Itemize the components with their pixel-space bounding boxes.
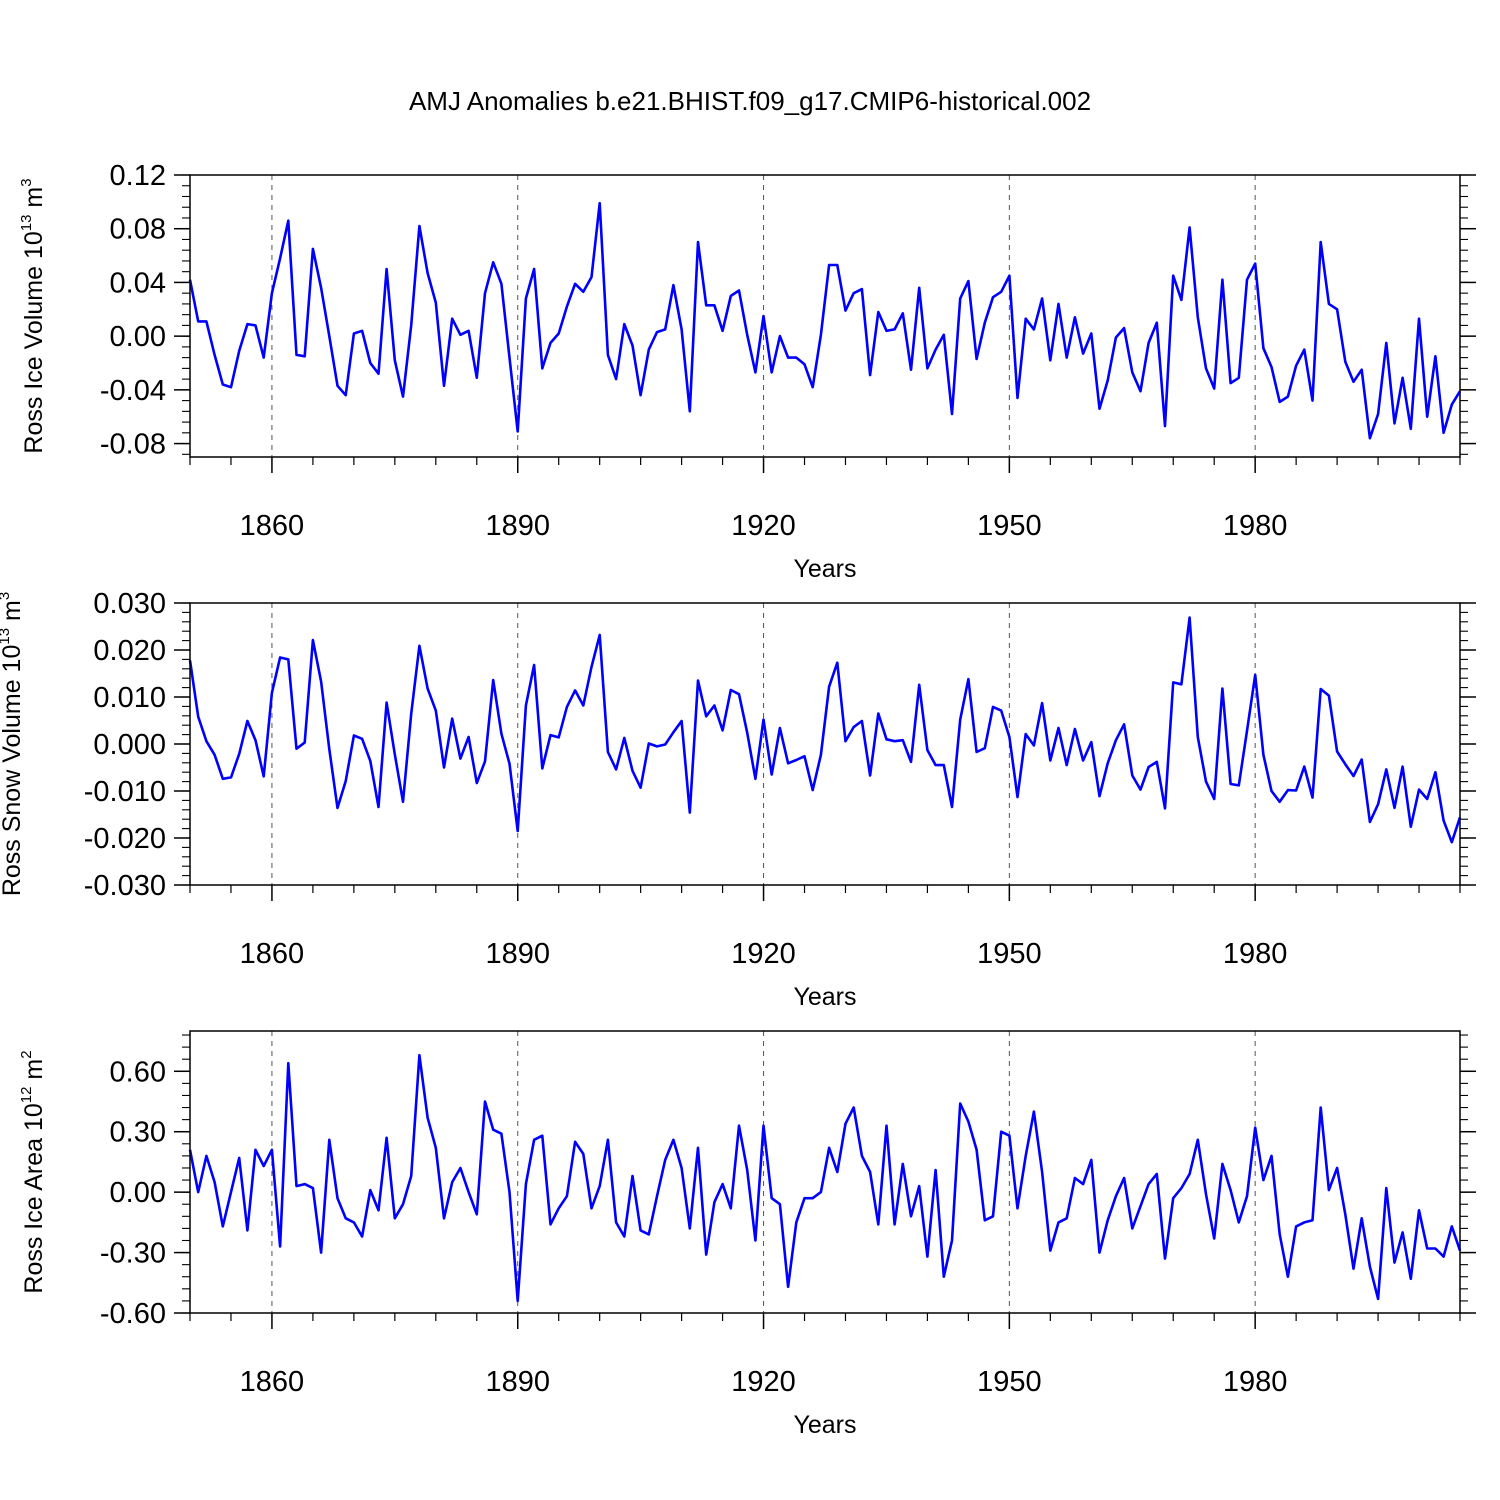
x-tick-label: 1860: [240, 1366, 305, 1398]
y-axis-label-part: m: [20, 187, 48, 215]
y-tick-label: -0.030: [84, 870, 166, 902]
x-tick-label: 1980: [1223, 938, 1288, 970]
y-axis-unit-superscript: 13: [18, 215, 35, 232]
panel-ice-area: 1860 1890 1920 1950 1980 -0.60 -0.30 0.00 0.30 0.…: [18, 1030, 1476, 1439]
y-axis-title: Ross Ice Volume 1013 m3: [18, 178, 48, 453]
y-tick-label: 0.30: [110, 1117, 166, 1149]
series-line-ice-area: [188, 1053, 1462, 1303]
y-axis-unit-superscript: 2: [18, 1050, 35, 1058]
panel-snow-volume: 1860 1890 1920 1950 1980 -0.030 -0.020 -0.010 0.…: [0, 588, 1476, 1011]
y-axis-label-part: m: [0, 600, 26, 628]
plot-frame: [189, 602, 1461, 886]
y-tick-label: 0.020: [93, 635, 166, 667]
plot-frame: [189, 1030, 1461, 1314]
y-axis-title: Ross Snow Volume 1013 m3: [0, 592, 26, 896]
x-tick-label: 1890: [485, 938, 550, 970]
x-axis-title: Years: [793, 555, 856, 583]
x-axis-title: Years: [793, 1411, 856, 1439]
series-line-ice-volume: [188, 201, 1462, 440]
x-tick-label: 1890: [485, 510, 550, 542]
x-tick-label: 1950: [977, 938, 1042, 970]
y-tick-label: 0.60: [110, 1056, 166, 1088]
x-tick-label: 1920: [731, 1366, 796, 1398]
y-axis-unit-superscript: 3: [0, 592, 13, 600]
chart-title: AMJ Anomalies b.e21.BHIST.f09_g17.CMIP6-…: [409, 86, 1091, 116]
y-tick-label: -0.60: [100, 1298, 166, 1330]
y-tick-label: 0.12: [110, 160, 166, 192]
y-axis-unit-superscript: 3: [18, 178, 35, 186]
y-axis-unit-superscript: 13: [0, 628, 13, 645]
y-axis-label-part: Ross Snow Volume 10: [0, 645, 26, 897]
y-axis-label-part: m: [20, 1059, 48, 1087]
x-tick-label: 1980: [1223, 1366, 1288, 1398]
panel-ice-volume: 1860 1890 1920 1950 1980 -0.08 -0.04 0.00 0.04 0.…: [18, 160, 1476, 583]
y-tick-label: -0.08: [100, 429, 166, 461]
y-tick-label: -0.04: [100, 375, 166, 407]
x-tick-label: 1920: [731, 938, 796, 970]
y-tick-label: 0.010: [93, 682, 166, 714]
x-tick-label: 1860: [240, 510, 305, 542]
y-tick-label: 0.04: [110, 267, 166, 299]
y-tick-label: 0.08: [110, 214, 166, 246]
y-tick-label: -0.30: [100, 1238, 166, 1270]
x-tick-label: 1860: [240, 938, 305, 970]
x-tick-label: 1980: [1223, 510, 1288, 542]
y-tick-label: 0.00: [110, 1177, 166, 1209]
panels: 1860 1890 1920 1950 1980 -0.08 -0.04 0.00 0.04 0.…: [0, 160, 1476, 1439]
x-axis-title: Years: [793, 983, 856, 1011]
y-axis-unit-superscript: 12: [18, 1087, 35, 1104]
x-tick-label: 1950: [977, 1366, 1042, 1398]
y-axis-label-part: Ross Ice Volume 10: [20, 231, 48, 453]
y-axis-label-part: Ross Ice Area 10: [20, 1103, 48, 1293]
y-tick-label: 0.000: [93, 729, 166, 761]
x-tick-label: 1890: [485, 1366, 550, 1398]
y-axis-title: Ross Ice Area 1012 m2: [18, 1050, 48, 1293]
x-tick-label: 1920: [731, 510, 796, 542]
y-tick-label: 0.030: [93, 588, 166, 620]
series-line-snow-volume: [188, 616, 1462, 844]
y-tick-label: -0.010: [84, 776, 166, 808]
plot-frame: [189, 174, 1461, 458]
y-tick-label: 0.00: [110, 321, 166, 353]
y-tick-label: -0.020: [84, 823, 166, 855]
x-tick-label: 1950: [977, 510, 1042, 542]
